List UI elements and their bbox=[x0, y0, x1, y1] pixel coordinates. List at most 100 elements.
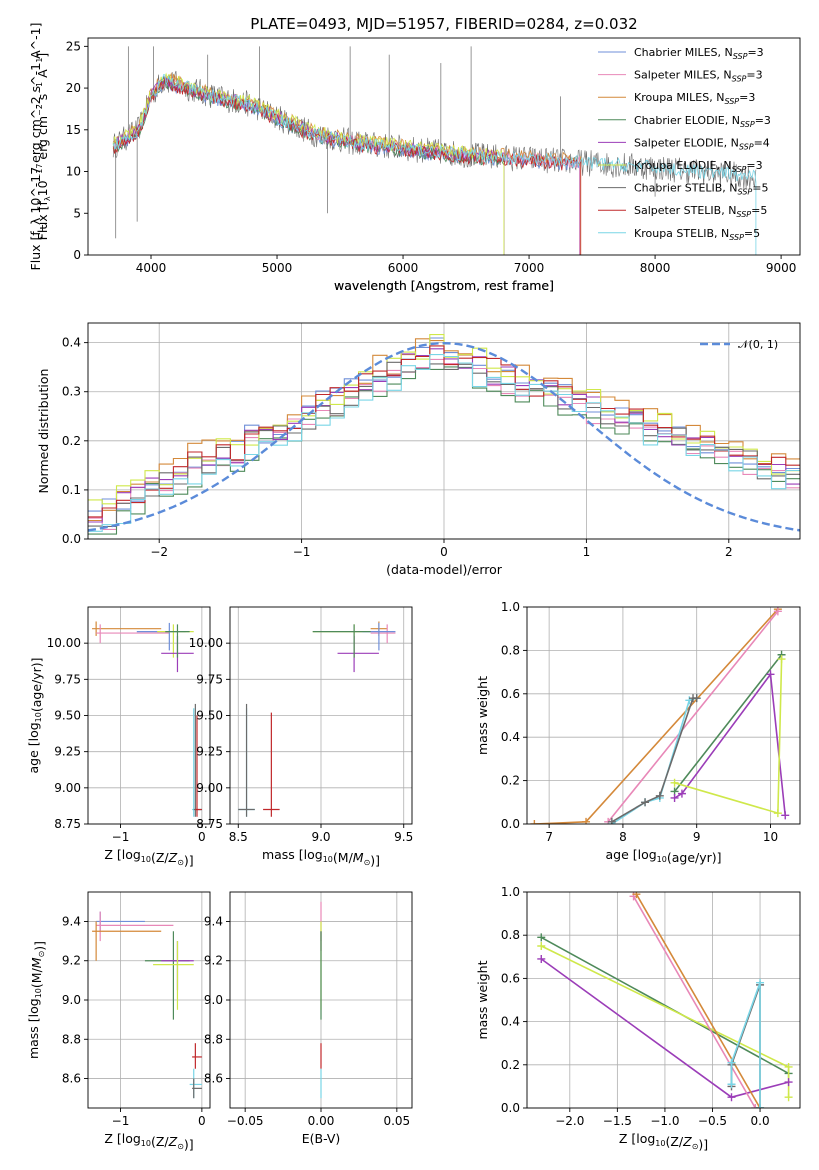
model-spectrum-salpeter-elodie bbox=[112, 75, 505, 255]
y-axis-label: Flux [f_λ 10^-17 erg cm^-2 s^-1 A^-1] bbox=[28, 23, 43, 271]
model-spectrum-salpeter-miles bbox=[112, 76, 580, 255]
x-tick-label: 7 bbox=[545, 830, 553, 844]
x-tick-label: 0 bbox=[198, 830, 206, 844]
y-axis-label: age [log10(age/yr)] bbox=[26, 657, 44, 773]
legend-label: Chabrier STELIB, NSSP=5 bbox=[634, 182, 768, 197]
x-tick-label: 9 bbox=[693, 830, 701, 844]
legend-label: Chabrier MILES, NSSP=3 bbox=[634, 46, 764, 61]
y-tick-label: 1.0 bbox=[501, 885, 520, 899]
y-tick-label: 9.75 bbox=[196, 672, 223, 686]
plus-marker bbox=[537, 942, 546, 950]
x-tick-label: 0.0 bbox=[751, 1114, 770, 1128]
legend-label: Chabrier ELODIE, NSSP=3 bbox=[634, 114, 771, 129]
axes-frame bbox=[87, 37, 801, 256]
plus-marker bbox=[607, 817, 616, 824]
weight-line-chabrier-elodie bbox=[673, 654, 783, 792]
x-tick-label: 10 bbox=[763, 830, 778, 844]
y-axis-label: mass [log10(M/M⊙)] bbox=[26, 941, 47, 1059]
y-tick-label: 9.75 bbox=[54, 672, 81, 686]
legend-label: Kroupa ELODIE, NSSP=3 bbox=[634, 159, 763, 174]
spectrum-plot-area bbox=[112, 46, 757, 255]
legend-label: Salpeter STELIB, NSSP=5 bbox=[634, 204, 767, 219]
panel-residuals: 𝒩(0, 1) −2 −1 0 1 2 0.0 0.1 0.2 0.3 0.4 (data-model… bbox=[36, 322, 801, 577]
y-axis-label: mass weight bbox=[475, 960, 490, 1039]
y-tick-label: 0.8 bbox=[501, 643, 520, 657]
weight-line-kroupa-miles bbox=[635, 893, 761, 1108]
y-tick-label: 9.50 bbox=[54, 709, 81, 723]
panel-age-vs-Z: −1 0 8.75 9.00 9.25 9.50 9.75 10.00 Z [log10(Z/Z… bbox=[26, 606, 211, 868]
y-tick-label: 25 bbox=[66, 39, 81, 53]
y-tick-label: 0.4 bbox=[501, 730, 520, 744]
y-tick-label: 10 bbox=[66, 165, 81, 179]
x-tick-label: 8000 bbox=[640, 261, 671, 275]
x-axis-label: wavelength [Angstrom, rest frame] bbox=[334, 278, 554, 293]
plus-marker bbox=[641, 798, 650, 807]
plus-marker bbox=[781, 811, 790, 820]
y-tick-label: 0.4 bbox=[501, 1015, 520, 1029]
x-axis-label: Z [log10(Z/Z⊙)] bbox=[104, 1131, 193, 1152]
legend-label: Salpeter MILES, NSSP=3 bbox=[634, 69, 763, 84]
y-tick-label: 8.75 bbox=[196, 817, 223, 831]
x-tick-label: 9000 bbox=[766, 261, 797, 275]
x-axis-label: E(B-V) bbox=[302, 1131, 341, 1146]
plus-marker bbox=[727, 1058, 736, 1067]
x-tick-label: 8 bbox=[619, 830, 627, 844]
panel-mass-vs-ebv: −0.05 0.00 0.05 8.6 8.8 9.0 9.2 9.4 E(B-V) bbox=[204, 891, 413, 1146]
y-tick-label: 9.0 bbox=[62, 993, 81, 1007]
plus-marker bbox=[632, 892, 641, 899]
x-tick-label: −2 bbox=[150, 545, 168, 559]
scatter-plot-area bbox=[92, 911, 202, 1099]
y-tick-label: 9.00 bbox=[54, 781, 81, 795]
y-tick-label: 10.00 bbox=[47, 636, 81, 650]
x-tick-label: 0.05 bbox=[383, 1114, 410, 1128]
weight-line-kroupa-stelib bbox=[611, 697, 697, 824]
plus-marker bbox=[756, 1104, 765, 1108]
scatter-plot-area bbox=[238, 621, 396, 817]
spectrum-legend: Chabrier MILES, NSSP=3 Salpeter MILES, NS… bbox=[598, 46, 771, 242]
y-tick-label: 0.8 bbox=[501, 928, 520, 942]
y-tick-label: 9.2 bbox=[204, 954, 223, 968]
line-plot-area bbox=[530, 607, 790, 824]
x-tick-label: 5000 bbox=[262, 261, 293, 275]
y-tick-label: 8.6 bbox=[62, 1072, 81, 1086]
weight-line-chabrier-elodie bbox=[540, 936, 789, 1075]
y-tick-label: 0.4 bbox=[62, 336, 81, 350]
plus-marker bbox=[655, 791, 664, 800]
y-axis-label: Flux [fλ10−17 erg cm−2 s−1 A−1] bbox=[35, 53, 52, 241]
x-tick-label: 0.00 bbox=[308, 1114, 335, 1128]
x-axis-label: (data-model)/error bbox=[386, 562, 503, 577]
y-tick-label: 9.2 bbox=[62, 954, 81, 968]
plus-marker bbox=[773, 809, 782, 818]
weight-line-kroupa-stelib bbox=[730, 982, 761, 1108]
y-tick-label: 8.8 bbox=[62, 1032, 81, 1046]
y-tick-label: 0.6 bbox=[501, 971, 520, 985]
y-tick-label: 0.3 bbox=[62, 385, 81, 399]
x-tick-label: 4000 bbox=[136, 261, 167, 275]
model-spectrum-chabrier-elodie bbox=[112, 76, 505, 255]
x-axis-label: wavelength [Angstrom, rest frame] bbox=[334, 278, 554, 293]
weight-line-salpeter-miles bbox=[607, 610, 779, 823]
model-spectrum-chabrier-miles bbox=[112, 76, 580, 255]
plus-marker bbox=[582, 817, 591, 824]
legend-label: Kroupa MILES, NSSP=3 bbox=[634, 91, 755, 106]
x-tick-label: −0.5 bbox=[698, 1114, 727, 1128]
y-tick-label: 0.6 bbox=[501, 687, 520, 701]
weight-line-salpeter-miles bbox=[632, 895, 756, 1108]
axes-frame bbox=[526, 891, 801, 1109]
y-tick-label: 8.75 bbox=[54, 817, 81, 831]
y-tick-label: 8.8 bbox=[204, 1032, 223, 1046]
y-tick-label: 0.2 bbox=[501, 1058, 520, 1072]
x-tick-label: −1.5 bbox=[603, 1114, 632, 1128]
legend-label: 𝒩(0, 1) bbox=[738, 338, 778, 351]
plus-marker bbox=[756, 978, 765, 987]
x-tick-label: 7000 bbox=[514, 261, 545, 275]
x-tick-label: 1 bbox=[583, 545, 591, 559]
figure-title: PLATE=0493, MJD=51957, FIBERID=0284, z=0… bbox=[250, 15, 637, 33]
plus-marker bbox=[727, 1093, 736, 1102]
y-tick-label: 20 bbox=[66, 81, 81, 95]
model-spectrum-kroupa-stelib bbox=[112, 74, 757, 255]
y-tick-label: 0.2 bbox=[501, 774, 520, 788]
x-tick-label: 8.5 bbox=[229, 830, 248, 844]
x-axis-label: mass [log10(M/M⊙)] bbox=[262, 847, 380, 868]
plus-marker bbox=[784, 1093, 793, 1102]
